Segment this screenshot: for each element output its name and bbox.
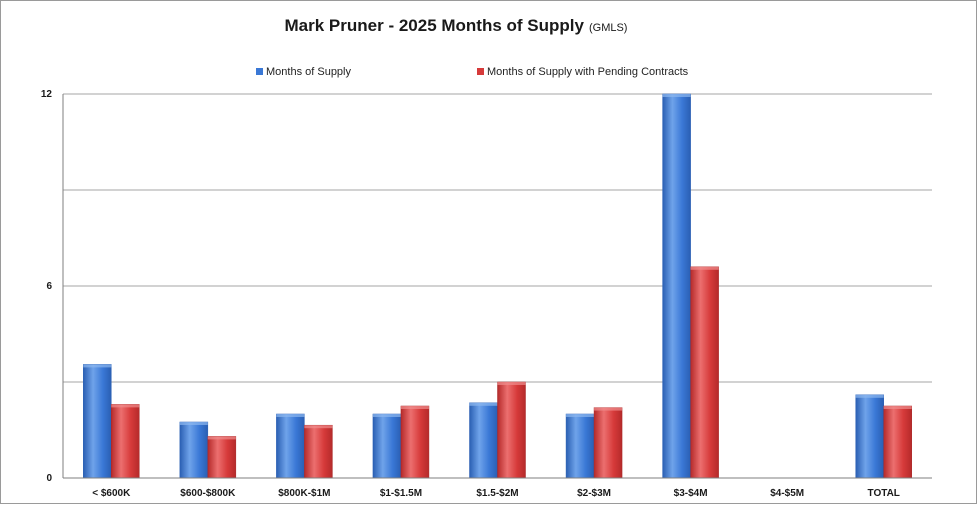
x-category-label: $800K-$1M <box>278 488 330 499</box>
bar-pending-contracts <box>304 424 333 479</box>
legend-swatch-months-of-supply <box>256 68 263 75</box>
bar-pending-contracts <box>497 381 526 479</box>
bar-pending-contracts <box>400 405 430 479</box>
bar-pending-contracts <box>111 404 140 479</box>
x-category-label: $3-$4M <box>674 488 708 499</box>
y-tick-label: 0 <box>46 473 52 484</box>
bar-top-highlight <box>276 414 305 417</box>
y-tick-label: 12 <box>41 89 53 100</box>
bar-top-highlight <box>179 422 208 425</box>
legend-swatch-pending-contracts <box>477 68 484 75</box>
y-axis-ticks: 0 6 12 <box>41 89 53 484</box>
bar-pending-contracts <box>690 266 719 479</box>
bar-top-highlight <box>83 364 112 368</box>
legend-label-months-of-supply: Months of Supply <box>266 66 351 78</box>
bar-months-of-supply <box>276 413 305 479</box>
bar-pending-contracts <box>207 436 237 479</box>
bar-pending-contracts <box>883 405 912 479</box>
chart-legend: Months of Supply Months of Supply with P… <box>256 66 689 78</box>
y-tick-label: 6 <box>46 281 52 292</box>
x-category-label: $1-$1.5M <box>380 488 422 499</box>
bar-top-highlight <box>207 436 236 440</box>
bar-months-of-supply <box>372 413 402 479</box>
x-category-label: $4-$5M <box>770 488 804 499</box>
bar-months-of-supply <box>179 421 209 479</box>
bar-top-highlight <box>400 406 429 409</box>
bar-months-of-supply <box>662 93 691 479</box>
bar-months-of-supply <box>469 402 498 479</box>
x-category-label: $1.5-$2M <box>476 488 518 499</box>
chart-title: Mark Pruner - 2025 Months of Supply (GMLS… <box>285 16 628 35</box>
bar-top-highlight <box>469 402 498 406</box>
gridlines <box>63 93 932 383</box>
bar-top-highlight <box>111 404 140 408</box>
bar-top-highlight <box>497 382 526 385</box>
x-category-label: $600-$800K <box>180 488 236 499</box>
bar-top-highlight <box>594 407 623 411</box>
bar-top-highlight <box>304 425 333 429</box>
x-category-label: TOTAL <box>868 488 900 499</box>
x-category-label: $2-$3M <box>577 488 611 499</box>
bar-top-highlight <box>566 414 595 417</box>
bar-top-highlight <box>883 406 912 409</box>
legend-label-pending-contracts: Months of Supply with Pending Contracts <box>487 66 689 78</box>
x-axis-categories: < $600K $600-$800K $800K-$1M $1-$1.5M $1.5-$… <box>92 488 900 499</box>
bar-months-of-supply <box>83 364 112 479</box>
bar-top-highlight <box>855 394 884 398</box>
bar-top-highlight <box>372 414 401 417</box>
x-category-label: < $600K <box>92 488 131 499</box>
bars <box>83 93 912 479</box>
bar-top-highlight <box>662 94 691 97</box>
bar-top-highlight <box>690 266 719 270</box>
chart-title-subtitle: (GMLS) <box>589 22 628 34</box>
bar-months-of-supply <box>855 394 884 479</box>
bar-months-of-supply <box>565 413 595 479</box>
bar-pending-contracts <box>593 407 623 479</box>
chart-title-main: Mark Pruner - 2025 Months of Supply <box>285 16 585 35</box>
